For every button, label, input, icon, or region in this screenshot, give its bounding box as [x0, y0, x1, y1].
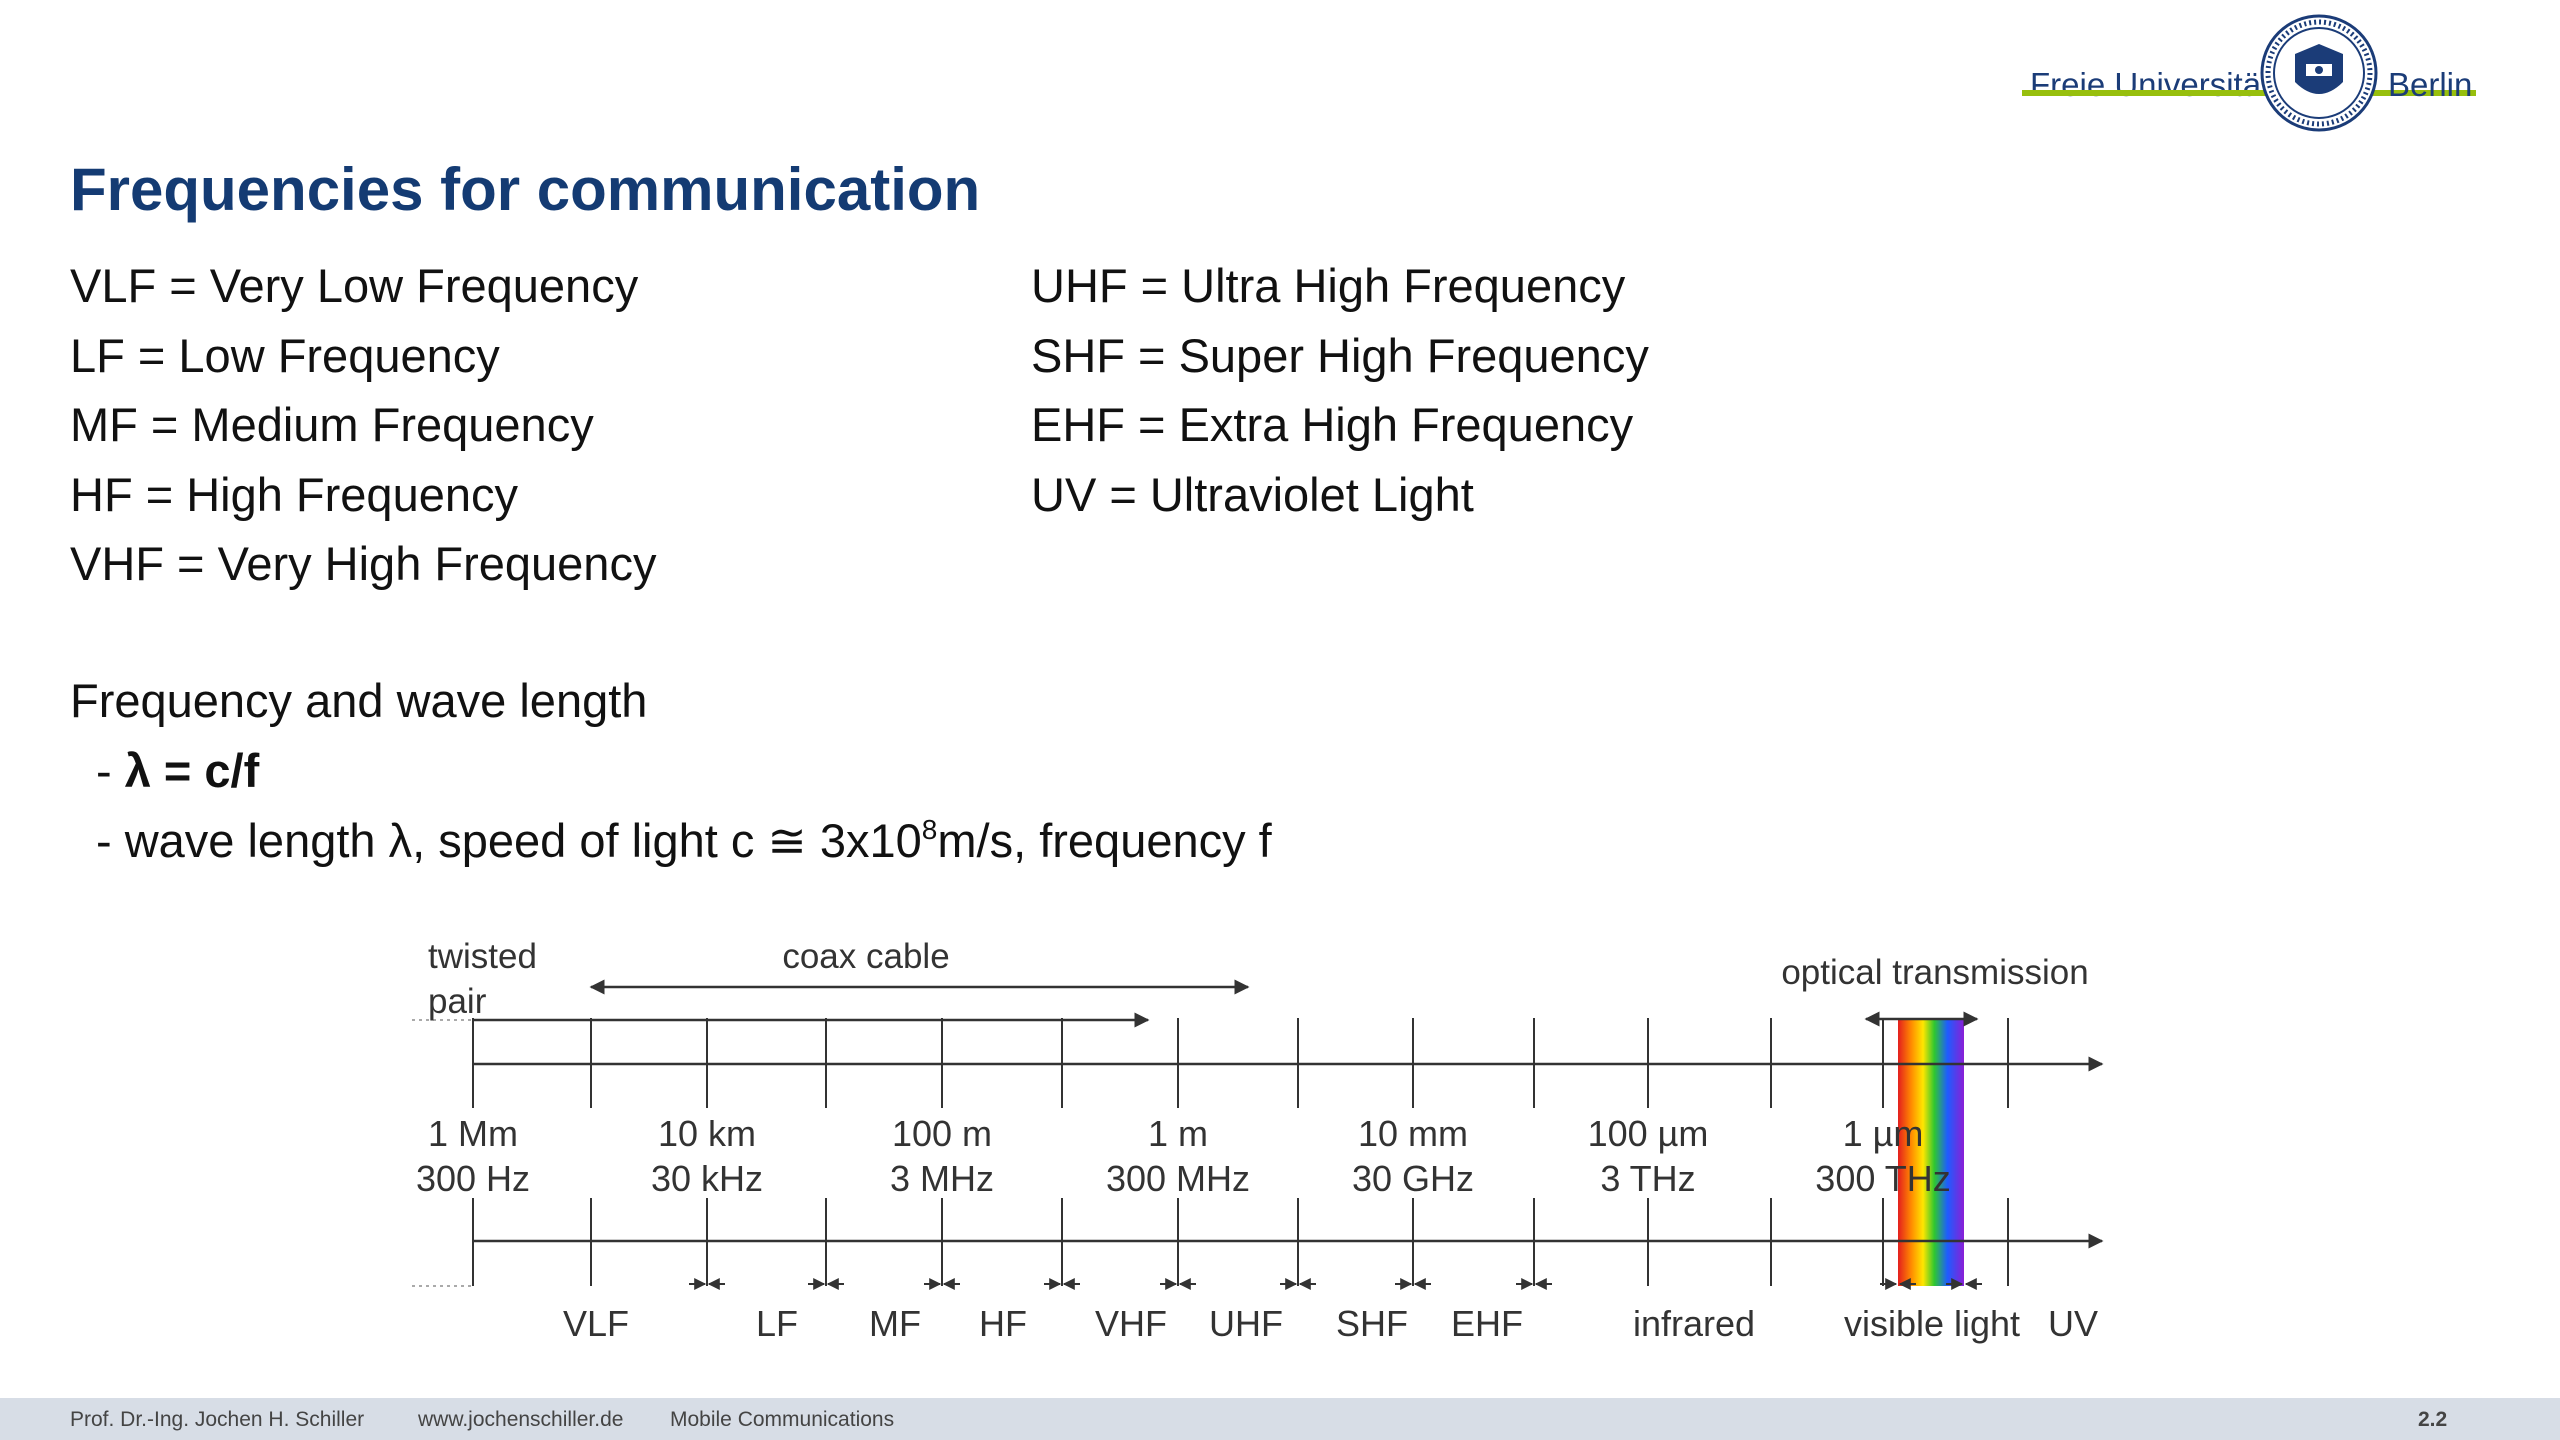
definition-bullet: - wave length λ, speed of light c ≅ 3x10… — [96, 813, 1272, 869]
footer-author: Prof. Dr.-Ing. Jochen H. Schiller — [70, 1408, 365, 1431]
optical-transmission-label: optical transmission — [1781, 953, 2088, 992]
formula-text: λ = c/f — [124, 744, 260, 797]
footer-bar: Prof. Dr.-Ing. Jochen H. Schiller www.jo… — [0, 1398, 2560, 1440]
twisted-pair-label-line2: pair — [428, 982, 487, 1021]
coax-cable-label: coax cable — [782, 937, 949, 976]
abbreviation-mf: MF = Medium Frequency — [70, 398, 594, 451]
band-label-shf: SHF — [1336, 1303, 1408, 1344]
definition-part1: - wave length λ, speed of light c ≅ 3x10 — [96, 814, 922, 867]
scale-frequency-300mhz: 300 MHz — [1106, 1158, 1250, 1199]
scale-wavelength-100um: 100 µm — [1588, 1113, 1709, 1154]
scale-frequency-30khz: 30 kHz — [651, 1158, 763, 1199]
slide-title: Frequencies for communication — [70, 156, 981, 223]
footer-page-number: 2.2 — [2418, 1408, 2448, 1431]
band-label-mf: MF — [869, 1303, 921, 1344]
scale-wavelength-10km: 10 km — [658, 1113, 756, 1154]
logo-text-right: Berlin — [2388, 66, 2473, 103]
band-label-ehf: EHF — [1451, 1303, 1523, 1344]
scale-frequency-30ghz: 30 GHz — [1352, 1158, 1474, 1199]
band-label-hf: HF — [979, 1303, 1027, 1344]
scale-wavelength-1mm: 1 Mm — [428, 1113, 518, 1154]
scale-frequency-3mhz: 3 MHz — [890, 1158, 994, 1199]
scale-wavelength-100m: 100 m — [892, 1113, 992, 1154]
scale-frequency-3thz: 3 THz — [1600, 1158, 1695, 1199]
university-logo: Freie Universität Berlin — [2022, 14, 2476, 134]
formula-bullet: - λ = c/f — [96, 743, 259, 798]
scale-wavelength-1um: 1 µm — [1843, 1113, 1924, 1154]
definition-part2: m/s, frequency f — [937, 814, 1272, 867]
band-label-visible-light: visible light — [1844, 1303, 2020, 1344]
abbreviation-hf: HF = High Frequency — [70, 468, 518, 521]
scale-frequency-300thz: 300 THz — [1815, 1158, 1950, 1199]
scale-frequency-300hz: 300 Hz — [416, 1158, 530, 1199]
university-seal-icon — [2260, 14, 2378, 132]
definition-exponent: 8 — [921, 814, 938, 845]
spectrum-diagram: twisted pair coax cable optical transmis… — [412, 937, 2104, 1344]
band-label-vhf: VHF — [1095, 1303, 1167, 1344]
logo-underline — [2022, 90, 2476, 96]
abbreviation-shf: SHF = Super High Frequency — [1031, 329, 1649, 382]
logo-text-left: Freie Universität — [2030, 66, 2271, 103]
section-heading: Frequency and wave length — [70, 674, 648, 727]
footer-website[interactable]: www.jochenschiller.de — [418, 1408, 624, 1431]
band-label-lf: LF — [756, 1303, 798, 1344]
abbreviation-uhf: UHF = Ultra High Frequency — [1031, 259, 1626, 312]
scale-wavelength-10mm: 10 mm — [1358, 1113, 1468, 1154]
abbreviation-vlf: VLF = Very Low Frequency — [70, 259, 639, 312]
band-label-infrared: infrared — [1633, 1303, 1755, 1344]
formula-prefix: - — [96, 744, 125, 797]
lower-tick-group — [472, 1198, 2009, 1286]
abbreviation-lf: LF = Low Frequency — [70, 329, 500, 382]
band-label-uhf: UHF — [1209, 1303, 1283, 1344]
upper-tick-group — [472, 1018, 2009, 1108]
footer-course: Mobile Communications — [670, 1408, 895, 1431]
abbreviation-uv: UV = Ultraviolet Light — [1031, 468, 1474, 521]
abbreviation-vhf: VHF = Very High Frequency — [70, 537, 657, 590]
band-label-uv: UV — [2048, 1303, 2098, 1344]
scale-wavelength-1m: 1 m — [1148, 1113, 1208, 1154]
band-label-vlf: VLF — [563, 1303, 629, 1344]
twisted-pair-label-line1: twisted — [428, 937, 537, 976]
abbreviation-ehf: EHF = Extra High Frequency — [1031, 398, 1634, 451]
